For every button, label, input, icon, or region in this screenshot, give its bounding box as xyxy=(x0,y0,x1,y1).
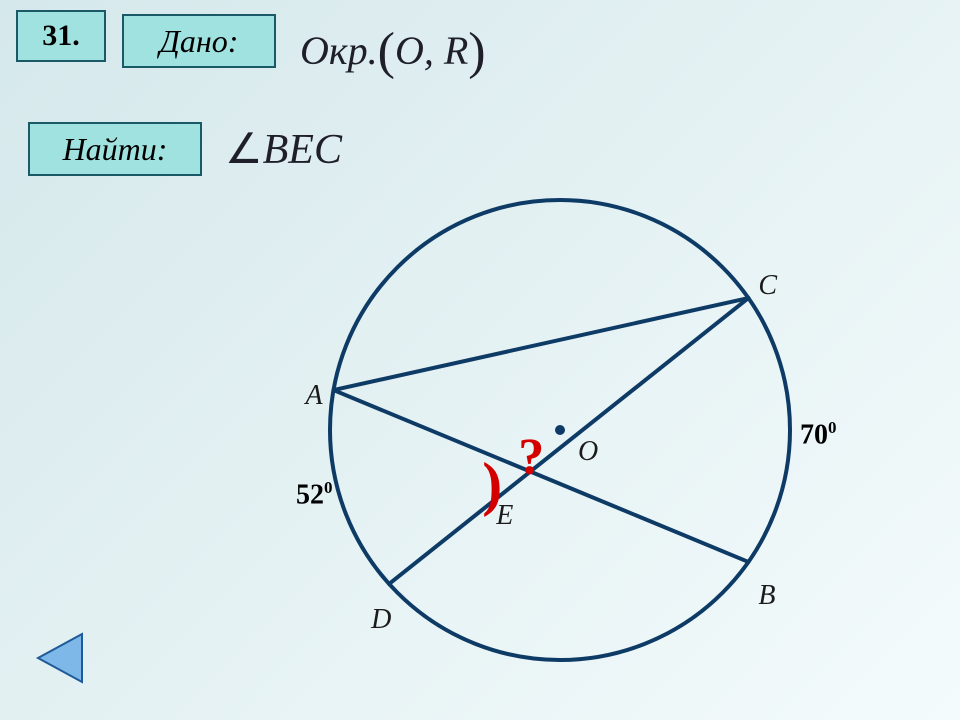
arc-label-70: 700 xyxy=(800,418,837,451)
center-dot xyxy=(555,425,565,435)
angle-arc-mark: ) xyxy=(482,450,502,519)
geometry-diagram xyxy=(0,0,960,720)
point-label-A: A xyxy=(305,380,322,412)
question-mark: ? xyxy=(518,428,544,487)
chord-AC xyxy=(333,298,748,390)
nav-back-icon xyxy=(30,626,94,690)
nav-back-button[interactable] xyxy=(30,626,94,690)
point-label-D: D xyxy=(371,604,391,636)
stage: 31.Дано:Найти:Окр.(O, R)∠BECABCDEO)?7005… xyxy=(0,0,960,720)
point-label-B: B xyxy=(758,580,775,612)
point-label-O: O xyxy=(578,436,598,468)
arc-label-52: 520 xyxy=(296,478,333,511)
point-label-C: C xyxy=(758,270,777,302)
